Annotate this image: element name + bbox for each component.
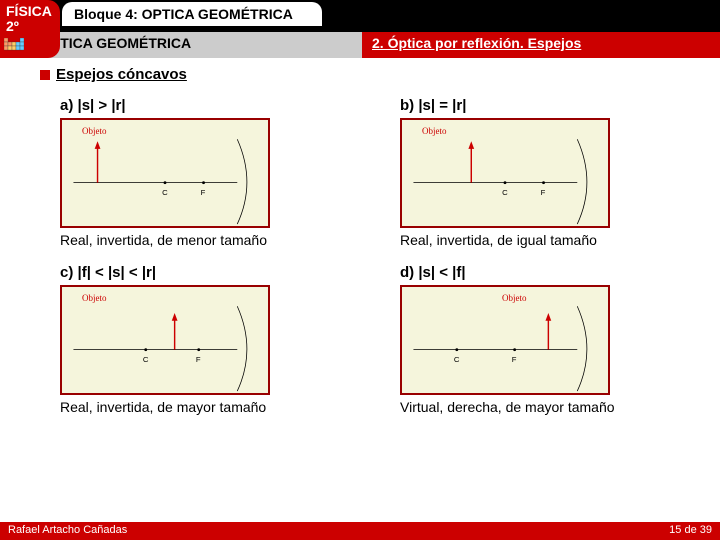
svg-text:C: C — [162, 188, 168, 197]
section-title: Espejos cóncavos — [40, 66, 720, 83]
svg-text:F: F — [512, 355, 517, 364]
diagram-b: Objeto C F — [400, 118, 610, 228]
level-text: 2º — [6, 18, 19, 34]
case-d-label: d) |s| < |f| — [400, 264, 710, 281]
bloque-label: Bloque 4: OPTICA GEOMÉTRICA — [74, 6, 293, 22]
object-label: Objeto — [82, 126, 107, 136]
svg-text:F: F — [201, 188, 206, 197]
case-c-desc: Real, invertida, de mayor tamaño — [60, 399, 370, 415]
subject-text: FÍSICA — [6, 3, 52, 19]
svg-text:C: C — [143, 355, 149, 364]
case-a-label: a) |s| > |r| — [60, 97, 370, 114]
footer-author: Rafael Artacho Cañadas — [8, 524, 127, 538]
cases-grid: a) |s| > |r| Objeto C F Real, invertida,… — [40, 93, 720, 427]
case-c: c) |f| < |s| < |r| Objeto C F Real, inve… — [40, 260, 380, 427]
section-title-text: Espejos cóncavos — [56, 66, 187, 83]
bullet-icon — [40, 70, 50, 80]
content-area: Espejos cóncavos a) |s| > |r| Objeto C F… — [0, 58, 720, 427]
diagram-d: Objeto C F — [400, 285, 610, 395]
case-c-label: c) |f| < |s| < |r| — [60, 264, 370, 281]
footer-bar: Rafael Artacho Cañadas 15 de 39 — [0, 522, 720, 540]
object-label: Objeto — [502, 293, 527, 303]
svg-text:F: F — [541, 188, 546, 197]
case-d: d) |s| < |f| Objeto C F Virtual, derecha… — [380, 260, 720, 427]
case-a: a) |s| > |r| Objeto C F Real, invertida,… — [40, 93, 380, 260]
header-grey-bar: ÓPTICA GEOMÉTRICA 2. Óptica por reflexió… — [0, 32, 720, 58]
case-a-desc: Real, invertida, de menor tamaño — [60, 232, 370, 248]
case-b-label: b) |s| = |r| — [400, 97, 710, 114]
subtitle-right: 2. Óptica por reflexión. Espejos — [362, 32, 720, 58]
subtitle-left: ÓPTICA GEOMÉTRICA — [40, 35, 191, 51]
svg-text:F: F — [196, 355, 201, 364]
svg-text:C: C — [502, 188, 508, 197]
periodic-table-icon — [4, 38, 24, 52]
diagram-c: Objeto C F — [60, 285, 270, 395]
svg-text:C: C — [454, 355, 460, 364]
footer-page: 15 de 39 — [669, 524, 712, 538]
header-black-bar: FÍSICA 2º Bloque 4: OPTICA GEOMÉTRICA — [0, 0, 720, 32]
object-label: Objeto — [82, 293, 107, 303]
diagram-a: Objeto C F — [60, 118, 270, 228]
case-b-desc: Real, invertida, de igual tamaño — [400, 232, 710, 248]
object-label: Objeto — [422, 126, 447, 136]
case-b: b) |s| = |r| Objeto C F Real, invertida,… — [380, 93, 720, 260]
bloque-tab: Bloque 4: OPTICA GEOMÉTRICA — [62, 2, 322, 26]
case-d-desc: Virtual, derecha, de mayor tamaño — [400, 399, 710, 415]
